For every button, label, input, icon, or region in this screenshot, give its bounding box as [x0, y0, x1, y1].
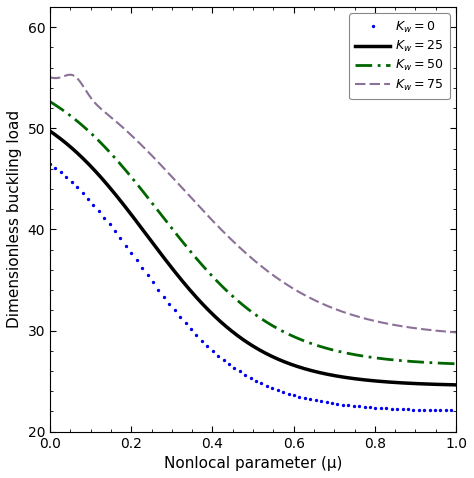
$K_w=0$ [119, 237, 125, 243]
$K_w=50$ [353, 352, 358, 358]
$K_w=0$ [453, 408, 459, 413]
$K_w=75$ [47, 75, 53, 80]
$K_w=50$ [47, 99, 53, 105]
$K_w=75$ [67, 72, 73, 77]
$K_w=0$ [231, 365, 237, 370]
$K_w=50$ [286, 332, 292, 337]
$K_w=25$ [353, 376, 358, 382]
$K_w=25$ [453, 382, 459, 388]
$K_w=75$ [287, 284, 293, 290]
$K_w=25$ [119, 200, 125, 206]
$K_w=25$ [286, 361, 292, 367]
$K_w=25$ [319, 370, 324, 376]
$K_w=25$ [231, 330, 237, 336]
$K_w=75$ [152, 156, 158, 162]
Legend: $K_w=0$, $K_w=25$, $K_w=50$, $K_w=75$: $K_w=0$, $K_w=25$, $K_w=50$, $K_w=75$ [349, 13, 450, 99]
$K_w=50$ [119, 163, 125, 169]
$K_w=25$ [152, 242, 157, 248]
$K_w=75$ [319, 301, 325, 306]
$K_w=75$ [453, 329, 459, 335]
$K_w=50$ [453, 361, 459, 367]
$K_w=0$ [152, 282, 157, 287]
Line: $K_w=25$: $K_w=25$ [50, 131, 456, 385]
$K_w=25$ [47, 128, 53, 134]
X-axis label: Nonlocal parameter (μ): Nonlocal parameter (μ) [164, 456, 342, 471]
Line: $K_w=50$: $K_w=50$ [50, 102, 456, 364]
Y-axis label: Dimensionless buckling load: Dimensionless buckling load [7, 110, 22, 328]
$K_w=0$ [319, 399, 324, 404]
$K_w=75$ [354, 313, 359, 319]
$K_w=50$ [319, 344, 324, 349]
$K_w=0$ [353, 403, 358, 409]
$K_w=0$ [286, 391, 292, 397]
$K_w=0$ [47, 161, 53, 167]
$K_w=50$ [152, 203, 157, 209]
$K_w=50$ [231, 294, 237, 300]
$K_w=75$ [119, 124, 125, 130]
$K_w=75$ [231, 239, 237, 245]
Line: $K_w=0$: $K_w=0$ [48, 162, 458, 413]
Line: $K_w=75$: $K_w=75$ [50, 75, 456, 332]
